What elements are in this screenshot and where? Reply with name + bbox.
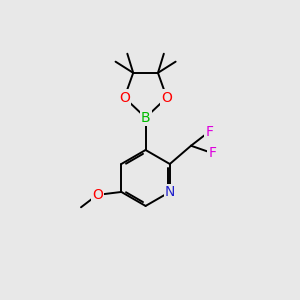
Text: F: F	[205, 124, 213, 139]
Text: O: O	[119, 91, 130, 105]
Text: F: F	[208, 146, 216, 160]
Text: O: O	[161, 91, 172, 105]
Text: N: N	[165, 185, 175, 199]
Text: O: O	[92, 188, 103, 202]
Text: B: B	[141, 111, 150, 124]
